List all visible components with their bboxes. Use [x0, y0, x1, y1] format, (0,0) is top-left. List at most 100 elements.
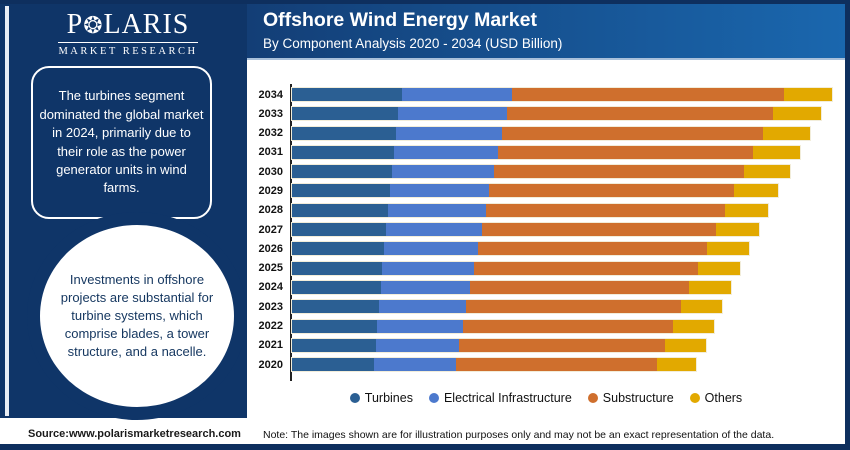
year-label: 2030 [258, 165, 283, 178]
segment-substructure [497, 145, 753, 159]
segment-electrical-infrastructure [386, 223, 482, 237]
content-area: P❂LARIS MARKET RESEARCH The turbines seg… [0, 4, 845, 444]
segment-turbines [292, 223, 387, 237]
segment-electrical-infrastructure [390, 184, 489, 198]
segment-electrical-infrastructure [402, 88, 512, 101]
logo-wordmark: P❂LARIS [28, 9, 228, 41]
segment-others [743, 165, 790, 179]
segment-turbines [292, 261, 383, 275]
stacked-bar-2029 [291, 183, 779, 199]
segment-turbines [292, 358, 375, 372]
segment-electrical-infrastructure [379, 300, 466, 314]
segment-substructure [473, 261, 699, 275]
segment-substructure [469, 280, 690, 294]
segment-others [665, 338, 706, 352]
year-label: 2028 [258, 204, 283, 217]
bar-row-2032: 2032 [243, 125, 833, 141]
chart-legend: Turbines Electrical Infrastructure Substru… [247, 391, 845, 405]
year-label: 2034 [258, 88, 283, 101]
legend-label: Electrical Infrastructure [443, 391, 572, 405]
bar-row-2020: 2020 [243, 357, 833, 373]
segment-electrical-infrastructure [376, 338, 459, 352]
stacked-bar-2032 [291, 125, 811, 141]
segment-electrical-infrastructure [384, 242, 478, 256]
legend-dot-icon [428, 393, 439, 403]
segment-turbines [292, 280, 382, 294]
chart-header: Offshore Wind Energy Market By Component… [247, 4, 845, 60]
year-label: 2023 [258, 300, 283, 313]
logo-tagline: MARKET RESEARCH [58, 41, 198, 57]
segment-turbines [292, 203, 389, 217]
segment-turbines [292, 300, 380, 314]
logo-letters-laris: LARIS [103, 9, 190, 40]
segment-others [673, 319, 714, 333]
insight-card: The turbines segment dominated the globa… [31, 66, 212, 219]
segment-others [783, 88, 832, 101]
stacked-bar-2022 [291, 318, 715, 334]
bar-row-2026: 2026 [243, 241, 833, 257]
segment-electrical-infrastructure [394, 145, 498, 159]
segment-substructure [485, 203, 725, 217]
segment-substructure [493, 165, 744, 179]
segment-turbines [292, 145, 395, 159]
segment-electrical-infrastructure [398, 107, 507, 121]
segment-substructure [458, 338, 666, 352]
page-title: Offshore Wind Energy Market [263, 9, 537, 31]
year-label: 2020 [258, 358, 283, 371]
year-label: 2032 [258, 127, 283, 140]
sidebar-accent-stripe [5, 6, 9, 416]
segment-others [706, 242, 749, 256]
stacked-bar-2025 [291, 260, 741, 276]
bar-row-2027: 2027 [243, 222, 833, 238]
segment-turbines [292, 126, 397, 140]
insight-circle-text: Investments in offshore projects are sub… [60, 272, 214, 359]
stacked-bar-2034 [291, 87, 833, 102]
segment-others [762, 126, 810, 140]
stacked-bar-2030 [291, 164, 791, 180]
plot-rows: 2034 2033 2032 2031 2030 2029 2028 2027 2026 2025… [243, 87, 833, 373]
segment-substructure [462, 319, 674, 333]
year-label: 2025 [258, 262, 283, 275]
year-label: 2029 [258, 184, 283, 197]
segment-substructure [465, 300, 682, 314]
segment-others [724, 203, 768, 217]
year-label: 2033 [258, 107, 283, 120]
segment-turbines [292, 165, 393, 179]
segment-electrical-infrastructure [381, 280, 470, 294]
legend-label: Substructure [602, 391, 674, 405]
stacked-bar-2026 [291, 241, 750, 257]
segment-electrical-infrastructure [392, 165, 494, 179]
segment-electrical-infrastructure [377, 319, 463, 333]
segment-others [698, 261, 740, 275]
legend-label: Turbines [364, 391, 413, 405]
segment-substructure [455, 358, 658, 372]
stacked-bar-2033 [291, 106, 822, 122]
bar-row-2025: 2025 [243, 260, 833, 276]
legend-dot-icon [689, 393, 700, 403]
segment-turbines [292, 319, 378, 333]
bar-row-2034: 2034 [243, 87, 833, 102]
bar-row-2024: 2024 [243, 279, 833, 295]
segment-substructure [477, 242, 707, 256]
source-text: Source:www.polarismarketresearch.com [28, 428, 241, 440]
segment-turbines [292, 107, 399, 121]
compass-star-icon: ❂ [83, 13, 104, 39]
bar-row-2029: 2029 [243, 183, 833, 199]
stacked-bar-2027 [291, 222, 760, 238]
segment-substructure [506, 107, 773, 121]
y-axis-line [290, 84, 292, 381]
bar-row-2021: 2021 [243, 337, 833, 353]
segment-others [689, 280, 731, 294]
bar-row-2030: 2030 [243, 164, 833, 180]
year-label: 2027 [258, 223, 283, 236]
legend-item-electrical-infrastructure: Electrical Infrastructure [428, 391, 572, 405]
segment-substructure [488, 184, 734, 198]
stacked-bar-2021 [291, 337, 707, 353]
segment-others [715, 223, 759, 237]
legend-item-others: Others [689, 391, 742, 405]
bar-row-2031: 2031 [243, 144, 833, 160]
segment-turbines [292, 184, 391, 198]
legend-dot-icon [587, 393, 598, 403]
year-label: 2026 [258, 242, 283, 255]
